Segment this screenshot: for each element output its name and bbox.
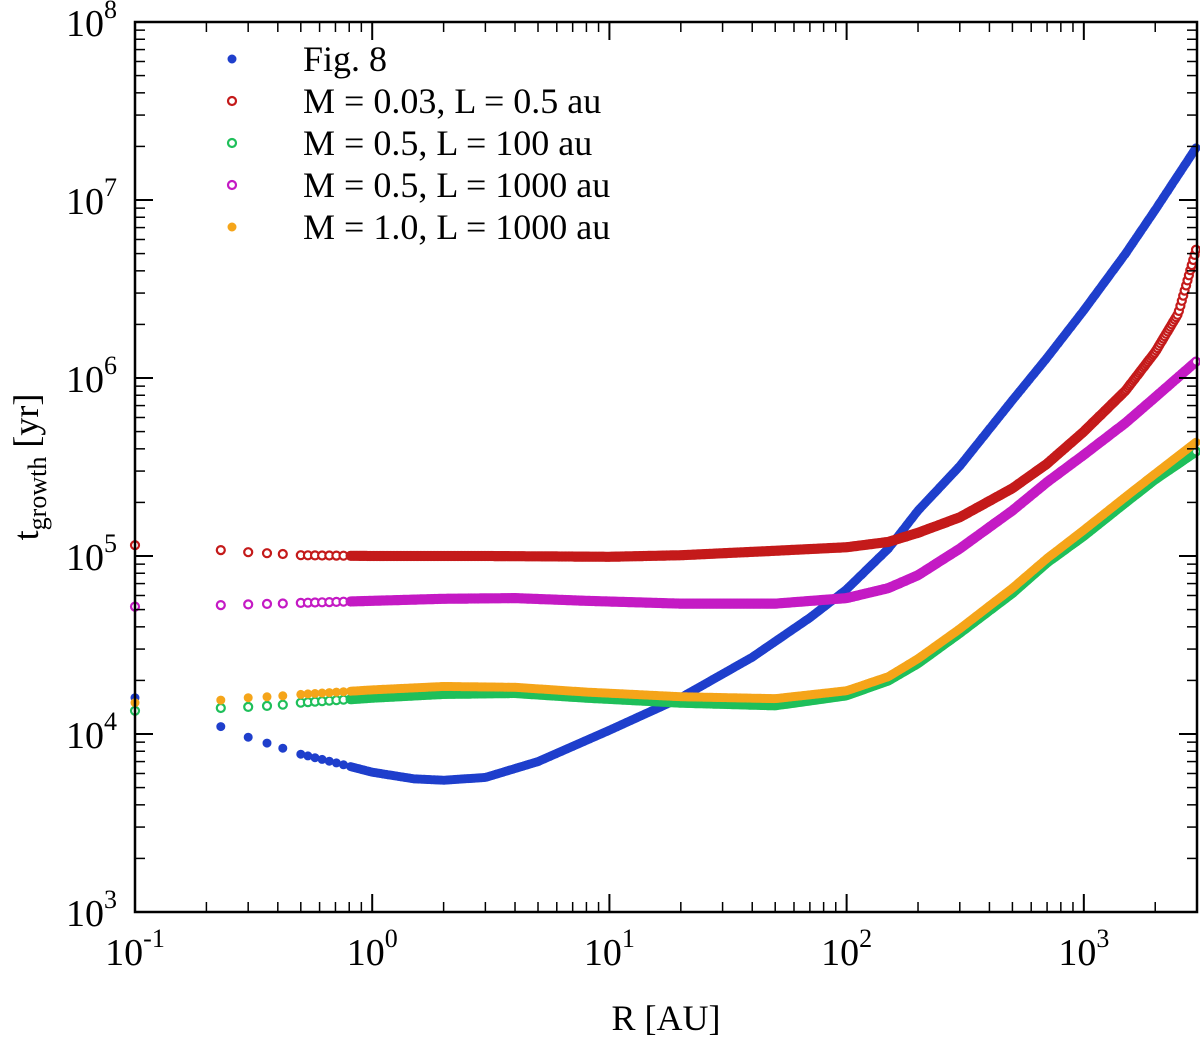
- x-tick-label: 102: [821, 924, 872, 974]
- x-tick-label: 10-1: [105, 924, 165, 974]
- data-point: [243, 732, 253, 742]
- y-tick-label-exp: 3: [104, 885, 117, 914]
- y-tick-label: 105: [66, 529, 117, 579]
- y-tick-label-base: 10: [66, 181, 104, 223]
- data-point: [277, 598, 288, 609]
- x-tick-label: 100: [347, 924, 398, 974]
- series-layer: [129, 143, 1200, 785]
- data-point: [262, 738, 272, 748]
- y-tick-label-base: 10: [66, 537, 104, 579]
- y-tick-label-base: 10: [66, 715, 104, 757]
- data-point: [243, 547, 254, 558]
- series-0: [130, 143, 1200, 785]
- x-tick-label-exp: 2: [859, 924, 872, 953]
- y-tick-label-exp: 8: [104, 0, 117, 24]
- x-tick-label: 103: [1058, 924, 1109, 974]
- x-tick-label: 101: [584, 924, 635, 974]
- legend-label: M = 1.0, L = 1000 au: [303, 207, 610, 247]
- data-point: [215, 599, 226, 611]
- legend-label: M = 0.5, L = 1000 au: [303, 165, 610, 205]
- y-axis-label: tgrowth [yr]: [6, 394, 52, 541]
- y-tick-label-exp: 6: [104, 351, 117, 380]
- data-point: [243, 701, 254, 713]
- data-point: [262, 692, 272, 702]
- x-tick-label-exp: 1: [622, 924, 635, 953]
- legend-marker: [226, 179, 238, 191]
- x-tick-label-base: 10: [821, 932, 859, 974]
- data-point: [243, 693, 253, 703]
- data-point: [277, 699, 288, 710]
- x-tick-label-base: 10: [584, 932, 622, 974]
- data-point: [215, 702, 226, 714]
- data-point: [317, 754, 327, 764]
- y-tick-label-base: 10: [66, 3, 104, 45]
- x-tick-label-base: 10: [347, 932, 385, 974]
- y-axis-label-main: t: [6, 530, 46, 540]
- y-tick-label-exp: 7: [104, 173, 117, 202]
- y-tick-label-exp: 5: [104, 529, 117, 558]
- y-tick-label: 108: [66, 0, 117, 45]
- data-point: [261, 548, 273, 559]
- legend-marker: [227, 222, 237, 232]
- x-tick-label-exp: 3: [1096, 924, 1109, 953]
- y-tick-label-base: 10: [66, 359, 104, 401]
- data-point: [278, 691, 288, 701]
- y-tick-label: 107: [66, 173, 117, 223]
- y-axis-label-sub: growth: [23, 457, 52, 531]
- y-tick-label-base: 10: [66, 893, 104, 935]
- data-point: [278, 743, 288, 753]
- x-tick-label-base: 10: [105, 932, 143, 974]
- x-tick-label-exp: 0: [385, 924, 398, 953]
- x-axis-label: R [AU]: [612, 998, 721, 1038]
- legend-marker: [226, 95, 238, 107]
- data-point: [216, 695, 226, 705]
- data-point: [261, 598, 273, 610]
- legend-label: M = 0.5, L = 100 au: [303, 123, 592, 163]
- legend: Fig. 8M = 0.03, L = 0.5 auM = 0.5, L = 1…: [226, 39, 610, 247]
- legend-marker: [226, 137, 238, 149]
- legend-label: M = 0.03, L = 0.5 au: [303, 81, 601, 121]
- y-axis-label-rest: [yr]: [6, 394, 46, 457]
- y-tick-label-exp: 4: [104, 707, 117, 736]
- y-tick-label: 103: [66, 885, 117, 935]
- data-point: [216, 722, 226, 732]
- data-point: [277, 548, 288, 560]
- series-1: [129, 244, 1200, 562]
- legend-marker: [227, 54, 237, 64]
- data-point: [243, 599, 254, 610]
- y-tick-label: 106: [66, 351, 117, 401]
- x-tick-label-base: 10: [1058, 932, 1096, 974]
- legend-label: Fig. 8: [303, 39, 387, 79]
- y-tick-label: 104: [66, 707, 117, 757]
- x-tick-label-exp: -1: [143, 924, 165, 953]
- data-point: [215, 544, 226, 556]
- data-point: [261, 700, 273, 712]
